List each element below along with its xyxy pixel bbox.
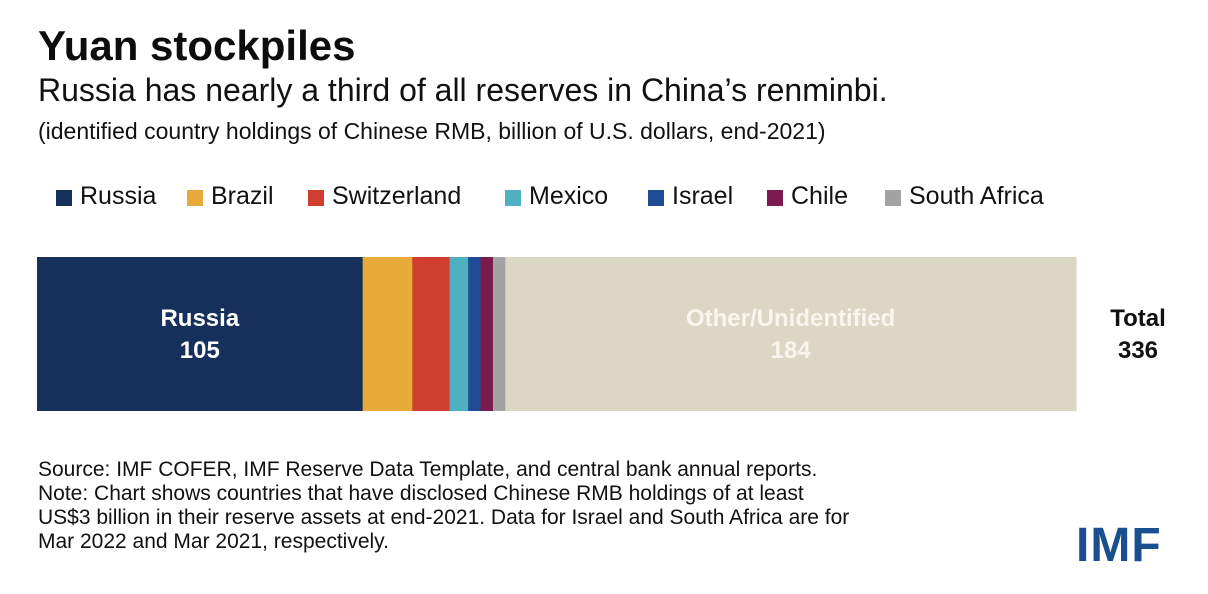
bar-segment-south-africa bbox=[492, 257, 506, 411]
bar-segment-russia bbox=[37, 257, 364, 411]
total-label: Total bbox=[1110, 305, 1166, 332]
legend-swatch-brazil bbox=[187, 190, 203, 206]
bar-segment-chile bbox=[480, 257, 494, 411]
bar-segment-brazil bbox=[362, 257, 413, 411]
legend-label-israel: Israel bbox=[672, 182, 734, 210]
segment-label-other-unidentified: Other/Unidentified bbox=[686, 305, 895, 332]
legend-label-russia: Russia bbox=[80, 182, 157, 210]
note-line-3: Mar 2022 and Mar 2021, respectively. bbox=[38, 530, 389, 553]
legend-label-mexico: Mexico bbox=[529, 182, 609, 210]
legend-swatch-russia bbox=[56, 190, 72, 206]
legend-swatch-israel bbox=[648, 190, 664, 206]
legend-label-switzerland: Switzerland bbox=[332, 182, 462, 210]
imf-logo: IMF bbox=[1076, 519, 1162, 572]
source-notes: Source: IMF COFER, IMF Reserve Data Temp… bbox=[38, 458, 1038, 554]
legend-swatch-chile bbox=[767, 190, 783, 206]
note-line-1: Note: Chart shows countries that have di… bbox=[38, 482, 804, 505]
bar-segment-israel bbox=[468, 257, 482, 411]
source-line: Source: IMF COFER, IMF Reserve Data Temp… bbox=[38, 458, 818, 481]
legend-swatch-mexico bbox=[505, 190, 521, 206]
legend-swatch-switzerland bbox=[308, 190, 324, 206]
legend-label-chile: Chile bbox=[791, 182, 848, 210]
total-value: 336 bbox=[1118, 337, 1158, 364]
chart-units-note: (identified country holdings of Chinese … bbox=[38, 118, 826, 144]
segment-label-russia: Russia bbox=[160, 305, 239, 332]
legend-swatch-south-africa bbox=[885, 190, 901, 206]
legend-label-brazil: Brazil bbox=[211, 182, 274, 210]
note-line-2: US$3 billion in their reserve assets at … bbox=[38, 506, 850, 529]
bar-segment-mexico bbox=[449, 257, 469, 411]
legend-label-south-africa: South Africa bbox=[909, 182, 1044, 210]
segment-value-russia: 105 bbox=[180, 337, 220, 364]
segment-value-other-unidentified: 184 bbox=[771, 337, 812, 364]
bar-segment-other-unidentified bbox=[505, 257, 1077, 411]
chart-subtitle: Russia has nearly a third of all reserve… bbox=[38, 72, 888, 108]
chart-title: Yuan stockpiles bbox=[38, 22, 356, 69]
bar-segment-switzerland bbox=[412, 257, 451, 411]
